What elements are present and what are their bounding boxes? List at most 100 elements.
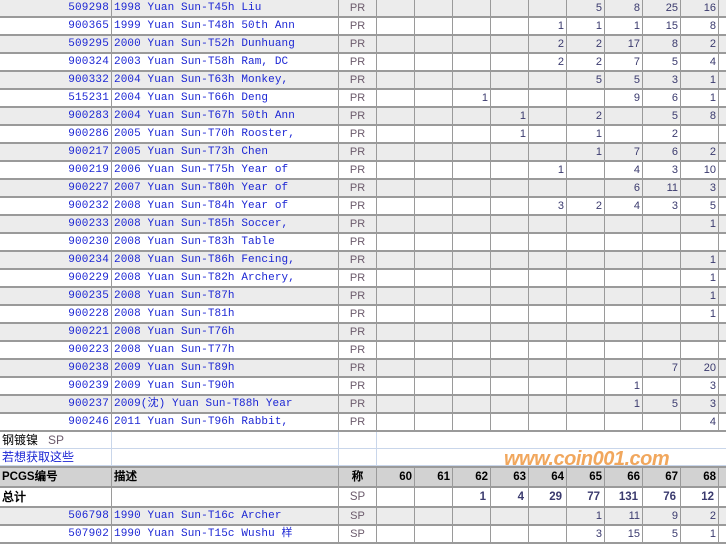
cell-grade-count-9 [719, 287, 726, 305]
cell-pcgs-number[interactable]: 507902 [0, 525, 112, 543]
cell-pcgs-number[interactable]: 900239 [0, 377, 112, 395]
cell-pcgs-number[interactable]: 515231 [0, 89, 112, 107]
cell-description[interactable]: 2009 Yuan Sun-T89h [112, 359, 339, 377]
cell-grade-count-1 [415, 413, 453, 431]
cell-grade-count-9: 1 [719, 143, 726, 161]
header-grade-65[interactable]: 65 [567, 467, 605, 487]
cell-description[interactable]: 1998 Yuan Sun-T45h Liu [112, 0, 339, 17]
cell-description[interactable]: 2009 Yuan Sun-T90h [112, 377, 339, 395]
cell-description[interactable]: 2004 Yuan Sun-T66h Deng [112, 89, 339, 107]
cell-pcgs-number[interactable]: 900235 [0, 287, 112, 305]
cell-description[interactable]: 2008 Yuan Sun-T87h [112, 287, 339, 305]
cell-description[interactable]: 2000 Yuan Sun-T52h Dunhuang [112, 35, 339, 53]
cell-grade-count-8 [681, 323, 719, 341]
header-description[interactable]: 描述 [112, 467, 339, 487]
header-grade-prefix[interactable]: 称 [339, 467, 377, 487]
cell-pcgs-number[interactable]: 900229 [0, 269, 112, 287]
cell-description[interactable]: 2008 Yuan Sun-T85h Soccer, [112, 215, 339, 233]
cell-grade-count-4 [529, 413, 567, 431]
cell-pcgs-number[interactable]: 900233 [0, 215, 112, 233]
cell-pcgs-number[interactable]: 900238 [0, 359, 112, 377]
cell-grade-count-5 [567, 359, 605, 377]
cell-description[interactable]: 2004 Yuan Sun-T67h 50th Ann [112, 107, 339, 125]
header-grade-63[interactable]: 63 [491, 467, 529, 487]
cell-grade-count-3 [491, 359, 529, 377]
material-grade: SP [48, 433, 64, 447]
cell-description[interactable]: 2008 Yuan Sun-T86h Fencing, [112, 251, 339, 269]
cell-grade-count-6 [605, 125, 643, 143]
cell-description[interactable]: 2008 Yuan Sun-T76h [112, 323, 339, 341]
cell-description[interactable]: 2008 Yuan Sun-T84h Year of [112, 197, 339, 215]
header-grade-64[interactable]: 64 [529, 467, 567, 487]
cell-description[interactable]: 2003 Yuan Sun-T58h Ram, DC [112, 53, 339, 71]
cell-pcgs-number[interactable]: 900232 [0, 197, 112, 215]
cell-grade-count-7: 5 [643, 53, 681, 71]
cell-grade-count-4 [529, 233, 567, 251]
cell-description[interactable]: 2004 Yuan Sun-T63h Monkey, [112, 71, 339, 89]
cell-description[interactable]: 2011 Yuan Sun-T96h Rabbit, [112, 413, 339, 431]
cell-grade-count-8: 5 [681, 197, 719, 215]
cell-pcgs-number[interactable]: 900221 [0, 323, 112, 341]
header-grade-62[interactable]: 62 [453, 467, 491, 487]
cell-description[interactable]: 1999 Yuan Sun-T48h 50th Ann [112, 17, 339, 35]
cell-description[interactable]: 2008 Yuan Sun-T77h [112, 341, 339, 359]
cell-pcgs-number[interactable]: 900286 [0, 125, 112, 143]
cell-pcgs-number[interactable]: 509298 [0, 0, 112, 17]
cell-grade-count-2 [453, 53, 491, 71]
cell-pcgs-number[interactable]: 900228 [0, 305, 112, 323]
cell-pcgs-number[interactable]: 900246 [0, 413, 112, 431]
cell-grade-count-5: 5 [567, 71, 605, 89]
cell-grade-count-1 [415, 525, 453, 543]
cell-grade-count-3 [491, 0, 529, 17]
cell-pcgs-number[interactable]: 509295 [0, 35, 112, 53]
cell-pcgs-number[interactable]: 900227 [0, 179, 112, 197]
cell-grade-count-2 [453, 215, 491, 233]
cell-grade-count-5 [567, 161, 605, 179]
cell-description[interactable]: 2008 Yuan Sun-T83h Table [112, 233, 339, 251]
cell-grade-count-5 [567, 395, 605, 413]
header-pcgs-number[interactable]: PCGS编号 [0, 467, 112, 487]
cell-pcgs-number[interactable]: 900324 [0, 53, 112, 71]
cell-description[interactable]: 2008 Yuan Sun-T81h [112, 305, 339, 323]
cell-grade-count-0 [377, 269, 415, 287]
cell-pcgs-number[interactable]: 900223 [0, 341, 112, 359]
cell-description[interactable]: 1990 Yuan Sun-T15c Wushu 样 [112, 525, 339, 543]
cell-description[interactable]: 1990 Yuan Sun-T16c Archer [112, 508, 339, 525]
cell-description[interactable]: 2009(沈) Yuan Sun-T88h Year [112, 395, 339, 413]
cell-grade-count-5 [567, 377, 605, 395]
cell-grade-count-0 [377, 341, 415, 359]
cell-pcgs-number[interactable]: 900217 [0, 143, 112, 161]
cell-grade-count-9: 2 [719, 413, 726, 431]
cell-pcgs-number[interactable]: 900237 [0, 395, 112, 413]
cell-description[interactable]: 2008 Yuan Sun-T82h Archery, [112, 269, 339, 287]
cell-pcgs-number[interactable]: 506798 [0, 508, 112, 525]
cell-grade-count-8: 1 [681, 525, 719, 543]
cell-description[interactable]: 2005 Yuan Sun-T73h Chen [112, 143, 339, 161]
cell-total-count-2: 1 [453, 487, 491, 507]
cell-pcgs-number[interactable]: 900332 [0, 71, 112, 89]
cell-pcgs-number[interactable]: 900234 [0, 251, 112, 269]
cell-description[interactable]: 2007 Yuan Sun-T80h Year of [112, 179, 339, 197]
note-row: 若想获取这些 [0, 449, 726, 466]
cell-grade-count-8: 20 [681, 359, 719, 377]
header-grade-67[interactable]: 67 [643, 467, 681, 487]
cell-description[interactable]: 2006 Yuan Sun-T75h Year of [112, 161, 339, 179]
header-grade-61[interactable]: 61 [415, 467, 453, 487]
cell-description[interactable]: 2005 Yuan Sun-T70h Rooster, [112, 125, 339, 143]
header-grade-66[interactable]: 66 [605, 467, 643, 487]
cell-pcgs-number[interactable]: 900230 [0, 233, 112, 251]
cell-total-count-1 [415, 487, 453, 507]
cell-pcgs-number[interactable]: 900219 [0, 161, 112, 179]
header-grade-68[interactable]: 68 [681, 467, 719, 487]
header-grade-69[interactable]: 69 [719, 467, 726, 487]
header-grade-60[interactable]: 60 [377, 467, 415, 487]
cell-grade-prefix: PR [339, 71, 377, 89]
cell-pcgs-number[interactable]: 900365 [0, 17, 112, 35]
cell-pcgs-number[interactable]: 900283 [0, 107, 112, 125]
cell-grade-prefix: PR [339, 215, 377, 233]
note-link[interactable]: 若想获取这些 [0, 449, 112, 466]
